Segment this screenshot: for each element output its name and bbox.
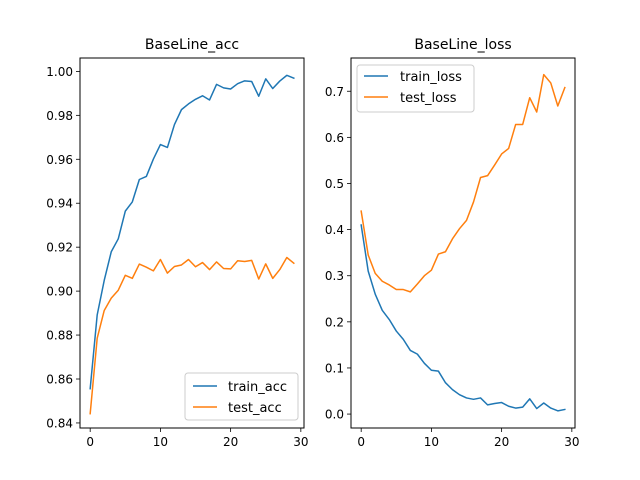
loss-plot-area [360, 73, 566, 412]
loss-xtick-label: 10 [424, 435, 439, 449]
acc-xtick-label: 20 [223, 435, 238, 449]
acc-ytick-label: 0.86 [46, 373, 73, 387]
loss-ytick-label: 0.7 [325, 85, 344, 99]
acc-chart-title: BaseLine_acc [145, 37, 239, 53]
acc-legend-train-label: train_acc [228, 380, 287, 395]
loss-subplot: BaseLine_loss 0 10 20 300.00.10.20.30.40.50… [325, 37, 580, 449]
acc-subplot: BaseLine_acc 0 10 20 30 0.84 0.86 0.88 0.90 0.92… [46, 37, 308, 449]
loss-legend-test-label: test_loss [400, 91, 457, 106]
loss-xtick-label: 0 [357, 435, 365, 449]
loss-axes-frame [350, 57, 576, 429]
loss-series-train_loss [360, 224, 566, 412]
loss-legend-train-label: train_loss [400, 70, 462, 85]
acc-ytick-label: 0.94 [46, 197, 73, 211]
acc-ytick-label: 0.96 [46, 153, 73, 167]
acc-xtick-label: 0 [86, 435, 94, 449]
acc-legend-test-label: test_acc [228, 401, 282, 416]
loss-ytick-label: 0.0 [325, 408, 344, 422]
acc-legend: train_acc test_acc [184, 372, 299, 421]
acc-xtick-label: 10 [153, 435, 168, 449]
acc-ytick-label: 0.98 [46, 109, 73, 123]
acc-ytick-label: 1.00 [46, 65, 73, 79]
loss-xtick-label: 30 [564, 435, 579, 449]
loss-ytick-label: 0.1 [325, 361, 344, 375]
acc-axis-ticks: 0 10 20 30 0.84 0.86 0.88 0.90 0.92 0.94 0.96 0.98 1… [46, 65, 308, 449]
acc-ytick-label: 0.84 [46, 416, 73, 430]
loss-xtick-label: 20 [494, 435, 509, 449]
acc-ytick-label: 0.90 [46, 285, 73, 299]
acc-ytick-label: 0.88 [46, 329, 73, 343]
loss-series-test_loss [360, 73, 566, 293]
loss-chart-title: BaseLine_loss [414, 37, 511, 53]
loss-ytick-label: 0.6 [325, 131, 344, 145]
acc-ytick-label: 0.92 [46, 241, 73, 255]
acc-series-test_acc [89, 256, 295, 415]
loss-ytick-label: 0.4 [325, 223, 344, 237]
acc-axes-frame [79, 57, 305, 429]
acc-legend-box [184, 372, 299, 421]
loss-ytick-label: 0.3 [325, 269, 344, 283]
acc-plot-area [89, 74, 295, 415]
loss-ytick-label: 0.5 [325, 177, 344, 191]
acc-xtick-label: 30 [293, 435, 308, 449]
loss-ytick-label: 0.2 [325, 315, 344, 329]
loss-legend: train_loss test_loss [356, 64, 475, 113]
loss-axis-ticks: 0 10 20 30 0.0 0.1 0.2 0.3 0.4 0.5 0.6 0.7 [325, 85, 580, 449]
acc-series-train_acc [89, 74, 295, 390]
